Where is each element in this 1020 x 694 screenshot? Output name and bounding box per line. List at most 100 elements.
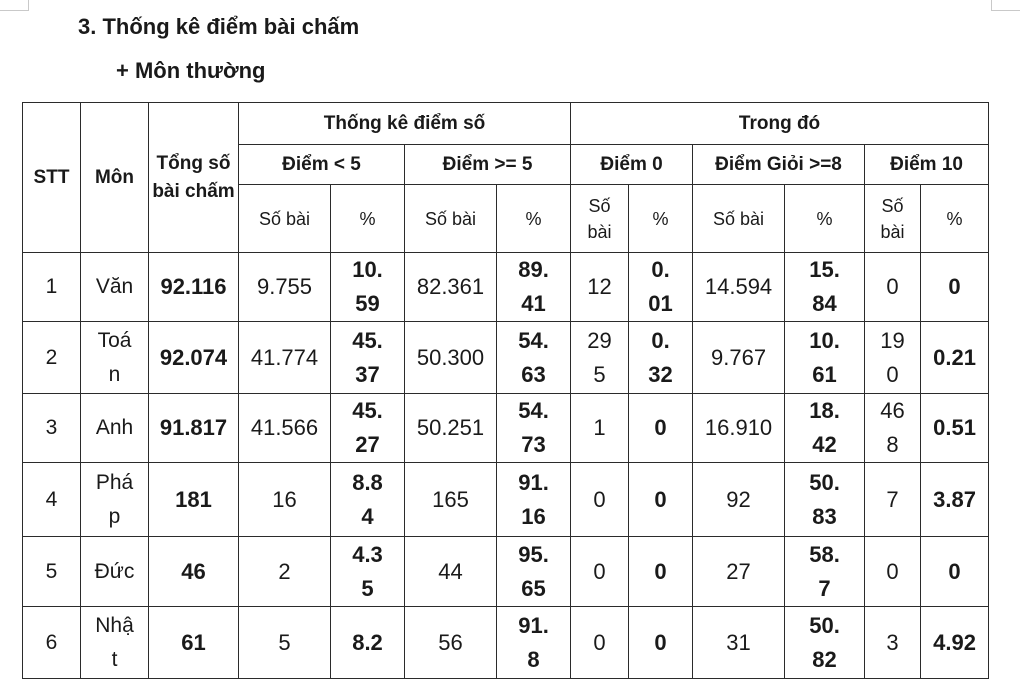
cell-d0-sb-value: 1 bbox=[593, 415, 606, 440]
cell-lt5-sb-value: 16 bbox=[272, 486, 297, 512]
cell-d10-pct: 4.92 bbox=[920, 606, 990, 679]
cell-ge5-pct-value: 54.63 bbox=[518, 327, 549, 387]
subheader-d10-percent: % bbox=[920, 184, 990, 253]
cell-stt-value: 4 bbox=[45, 487, 58, 511]
cell-d0-sb: 0 bbox=[570, 606, 630, 679]
cell-d0-sb: 295 bbox=[570, 321, 630, 394]
cell-d0-pct-value: 0.01 bbox=[648, 257, 673, 316]
cell-d0-pct: 0.01 bbox=[628, 252, 694, 322]
cell-gioi-pct: 50.82 bbox=[784, 606, 866, 679]
cell-stt-value: 3 bbox=[45, 416, 58, 439]
subheader-lt5-percent: % bbox=[330, 184, 405, 253]
header-thong-ke-diem-so: Thống kê điểm số bbox=[237, 102, 572, 145]
cell-d10-sb-value: 0 bbox=[886, 274, 899, 299]
cell-gioi-pct: 15.84 bbox=[784, 252, 866, 322]
cell-d0-pct: 0 bbox=[628, 462, 694, 537]
cell-d0-sb: 1 bbox=[570, 393, 630, 463]
cell-d0-pct-value: 0.32 bbox=[648, 327, 673, 387]
cell-tong-value: 61 bbox=[181, 629, 206, 655]
cell-lt5-pct: 8.2 bbox=[330, 606, 405, 679]
subheader-ge5-percent: % bbox=[495, 184, 572, 253]
cell-gioi-sb-value: 9.767 bbox=[711, 344, 767, 370]
cell-mon-value: Văn bbox=[95, 275, 134, 298]
cell-d10-pct-value: 0.21 bbox=[933, 344, 976, 370]
cell-stt-value: 1 bbox=[45, 275, 58, 298]
cell-d10-pct-value: 4.92 bbox=[933, 629, 976, 655]
cell-ge5-sb-value: 82.361 bbox=[416, 274, 485, 299]
subheader-gioi-so-bai: Số bài bbox=[692, 184, 786, 253]
cell-d0-pct-value: 0 bbox=[654, 558, 667, 584]
cell-stt-value: 5 bbox=[45, 559, 58, 583]
cell-d0-sb-value: 295 bbox=[587, 327, 612, 387]
subheader-gioi-percent: % bbox=[784, 184, 866, 253]
subheader-d0-percent: % bbox=[628, 184, 694, 253]
cell-gioi-pct-value: 18.42 bbox=[809, 398, 840, 457]
cell-ge5-sb: 50.300 bbox=[404, 321, 497, 394]
cell-d10-pct-value: 0 bbox=[948, 274, 961, 299]
cell-lt5-pct-value: 8.84 bbox=[352, 469, 383, 529]
cell-d10-pct-value: 0 bbox=[948, 558, 961, 584]
header-diem-10: Điểm 10 bbox=[864, 144, 990, 185]
cell-lt5-pct: 45.27 bbox=[330, 393, 405, 463]
cell-d10-pct: 0 bbox=[920, 536, 990, 607]
cell-tong: 61 bbox=[148, 606, 239, 679]
subheader-d10-so-bai: Số bài bbox=[864, 184, 922, 253]
cell-lt5-pct-value: 45.37 bbox=[352, 327, 383, 387]
cell-ge5-pct-value: 54.73 bbox=[518, 398, 549, 457]
score-statistics-table: STT Môn Tổng số bài chấm Thống kê điểm s… bbox=[22, 102, 990, 679]
cell-d10-sb: 190 bbox=[864, 321, 922, 394]
cell-lt5-sb: 41.566 bbox=[238, 393, 331, 463]
header-diem-ge5: Điểm >= 5 bbox=[403, 144, 572, 185]
cell-lt5-sb-value: 5 bbox=[278, 629, 291, 655]
cell-lt5-sb: 41.774 bbox=[238, 321, 331, 394]
cell-stt: 3 bbox=[22, 393, 81, 463]
cell-gioi-pct: 50.83 bbox=[784, 462, 866, 537]
cell-d0-pct-value: 0 bbox=[654, 415, 667, 440]
cell-d10-sb: 0 bbox=[864, 252, 922, 322]
cell-lt5-pct-value: 10.59 bbox=[352, 257, 383, 316]
cell-lt5-sb: 2 bbox=[238, 536, 331, 607]
cell-tong-value: 92.116 bbox=[160, 274, 227, 299]
table-row: 3 Anh 91.817 41.566 45.27 50.251 54.73 1 0 16.910… bbox=[22, 393, 990, 463]
cell-tong-value: 91.817 bbox=[159, 415, 228, 440]
cell-mon-value: Đức bbox=[94, 559, 135, 583]
cell-ge5-pct: 89.41 bbox=[495, 252, 572, 322]
cell-gioi-sb: 16.910 bbox=[692, 393, 786, 463]
cell-lt5-pct: 10.59 bbox=[330, 252, 405, 322]
cell-stt: 4 bbox=[22, 462, 81, 537]
cell-gioi-sb-value: 92 bbox=[726, 486, 751, 512]
cell-d0-sb: 0 bbox=[570, 536, 630, 607]
cell-gioi-pct: 18.42 bbox=[784, 393, 866, 463]
header-tong-so-bai-cham: Tổng số bài chấm bbox=[148, 102, 239, 253]
cell-gioi-pct: 58.7 bbox=[784, 536, 866, 607]
subheader-lt5-so-bai: Số bài bbox=[238, 184, 331, 253]
cell-ge5-pct: 91.8 bbox=[495, 606, 572, 679]
cell-tong: 91.817 bbox=[148, 393, 239, 463]
cell-d10-pct: 3.87 bbox=[920, 462, 990, 537]
cell-lt5-pct: 4.35 bbox=[330, 536, 405, 607]
cell-gioi-sb: 27 bbox=[692, 536, 786, 607]
cell-mon-value: Anh bbox=[95, 416, 134, 439]
cell-mon: Anh bbox=[80, 393, 149, 463]
header-tong-so-label: Tổng số bài chấm bbox=[152, 152, 235, 202]
cell-ge5-pct: 54.73 bbox=[495, 393, 572, 463]
cell-stt: 1 bbox=[22, 252, 81, 322]
cell-d10-pct-value: 0.51 bbox=[933, 415, 976, 440]
cell-mon: Văn bbox=[80, 252, 149, 322]
cell-tong: 46 bbox=[148, 536, 239, 607]
cell-d10-sb: 3 bbox=[864, 606, 922, 679]
cell-gioi-sb: 9.767 bbox=[692, 321, 786, 394]
header-trong-do: Trong đó bbox=[570, 102, 990, 145]
cell-ge5-pct: 54.63 bbox=[495, 321, 572, 394]
cell-d10-pct: 0.21 bbox=[920, 321, 990, 394]
cell-d10-sb: 0 bbox=[864, 536, 922, 607]
cell-d0-pct: 0 bbox=[628, 393, 694, 463]
subheader-d0-so-bai-label: Số bài bbox=[587, 195, 612, 242]
cell-mon-value: Pháp bbox=[95, 470, 134, 528]
cell-lt5-pct: 45.37 bbox=[330, 321, 405, 394]
cell-lt5-sb: 16 bbox=[238, 462, 331, 537]
table-body: 1 Văn 92.116 9.755 10.59 82.361 89.41 12 0.01 14.… bbox=[22, 252, 990, 679]
cell-ge5-sb: 82.361 bbox=[404, 252, 497, 322]
cell-d0-sb-value: 0 bbox=[593, 558, 606, 584]
header-diem-lt5: Điểm < 5 bbox=[238, 144, 405, 185]
